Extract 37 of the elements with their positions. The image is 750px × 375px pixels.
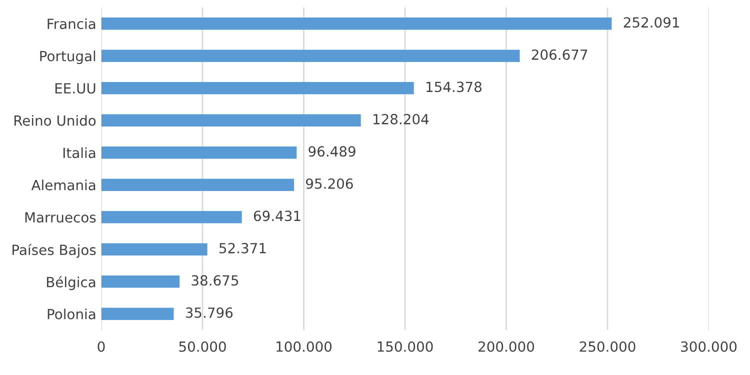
bar [101,146,297,159]
x-tick-label: 250.000 [580,341,636,352]
bar [101,50,520,62]
data-label: 35.796 [186,307,233,318]
data-label: 95.206 [306,178,353,189]
data-label: 69.431 [254,210,300,222]
x-tick-label: 200.000 [478,341,534,352]
y-tick-label: EE.UU [55,83,96,94]
x-tick-label: 50.000 [179,341,226,352]
bar [101,82,414,94]
y-tick-label: Países Bajos [12,244,96,258]
y-tick-label: Marruecos [25,212,96,223]
y-tick-label: Italia [63,147,96,158]
bar [101,243,208,256]
x-tick-label: 300.000 [681,341,737,352]
data-label: 154.378 [426,82,482,92]
x-tick-label: 150.000 [378,341,433,352]
y-tick-label: Alemania [31,180,96,190]
y-tick-label: Polonia [48,308,96,320]
bar [101,308,174,320]
data-label: 96.489 [308,146,356,157]
y-tick-label: Reino Unido [14,115,96,126]
y-tick-label: Portugal [40,50,96,64]
data-label: 128.204 [374,114,429,124]
y-tick-label: Bélgica [46,276,96,290]
bar [101,276,180,288]
data-label: 52.371 [219,242,266,254]
data-label: 252.091 [624,17,679,28]
x-tick-label: 100.000 [276,341,332,352]
data-label: 206.677 [532,49,588,60]
y-tick-label: Francia [48,18,96,30]
bar [101,178,294,192]
bar [101,17,612,30]
bar [101,114,361,127]
data-label: 38.675 [192,275,238,286]
bar [101,211,242,224]
x-tick-label: 0 [98,341,105,352]
